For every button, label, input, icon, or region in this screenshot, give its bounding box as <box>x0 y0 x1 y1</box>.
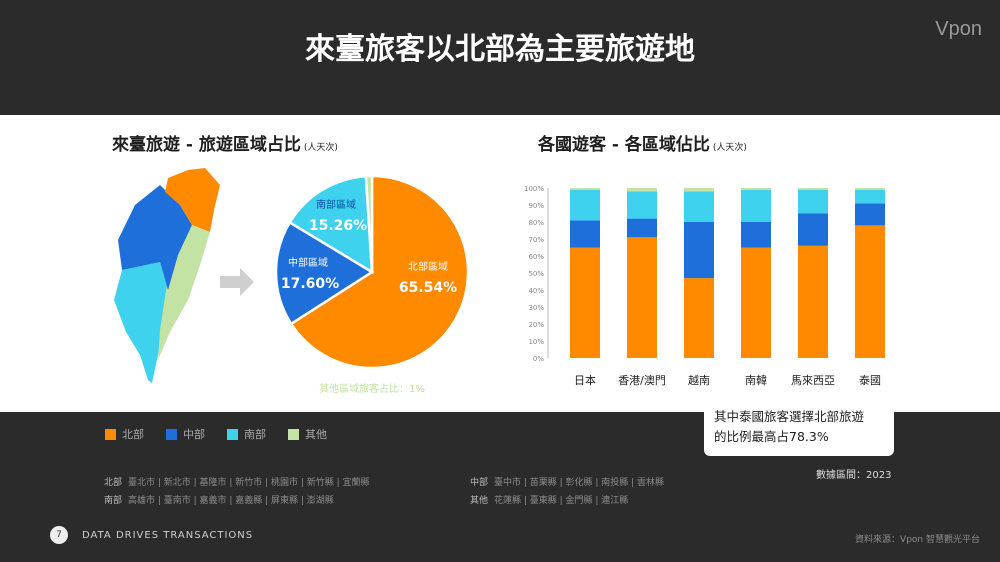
region-label-central: 中部 <box>470 478 489 488</box>
pie-slice-value: 15.26% <box>309 218 367 234</box>
legend-label: 中部 <box>183 428 205 441</box>
region-row-north: 北部 臺北市 | 新北市 | 基隆市 | 新竹市 | 桃園市 | 新竹縣 | 宜蘭… <box>104 474 370 492</box>
legend: 北部 中部 南部 其他 <box>105 426 327 442</box>
region-cities-north: 臺北市 | 新北市 | 基隆市 | 新竹市 | 桃園市 | 新竹縣 | 宜蘭縣 <box>128 478 370 488</box>
right-chart-title: 各國遊客 - 各區域佔比 (人天次) <box>538 130 747 155</box>
region-row-south: 南部 高雄市 | 臺南市 | 嘉義市 | 嘉義縣 | 屏東縣 | 澎湖縣 <box>104 492 370 510</box>
left-chart-title: 來臺旅遊 - 旅遊區域占比 (人天次) <box>112 130 338 155</box>
x-tick-label: 越南 <box>688 373 710 387</box>
bar-segment-其他 <box>798 188 828 190</box>
y-tick-label: 60% <box>528 253 544 261</box>
callout-line-2: 的比例最高占78.3% <box>714 429 829 444</box>
bar-segment-北部 <box>570 247 600 358</box>
x-tick-label: 泰國 <box>859 373 881 387</box>
region-list-right: 中部 臺中市 | 苗栗縣 | 彰化縣 | 南投縣 | 雲林縣 其他 花蓮縣 | 臺東… <box>470 474 664 510</box>
pie-slice-name: 南部區域 <box>316 198 356 211</box>
x-tick-label: 南韓 <box>745 374 767 387</box>
brand-logo: Vpon <box>935 18 982 40</box>
y-tick-label: 90% <box>528 202 544 210</box>
pie-other-note: 其他區域旅客占比：1% <box>319 382 425 395</box>
bar-segment-北部 <box>627 237 657 358</box>
bar-segment-北部 <box>855 225 885 358</box>
bar-segment-中部 <box>798 213 828 246</box>
y-tick-label: 50% <box>528 270 544 278</box>
bar-segment-其他 <box>627 188 657 192</box>
bar-segment-中部 <box>684 222 714 279</box>
legend-item-south: 南部 <box>227 426 266 442</box>
y-tick-label: 80% <box>528 219 544 227</box>
region-list-left: 北部 臺北市 | 新北市 | 基隆市 | 新竹市 | 桃園市 | 新竹縣 | 宜蘭… <box>104 474 370 510</box>
page-number: 7 <box>50 526 68 544</box>
region-row-central: 中部 臺中市 | 苗栗縣 | 彰化縣 | 南投縣 | 雲林縣 <box>470 474 664 492</box>
y-tick-label: 30% <box>528 304 544 312</box>
left-chart-title-text: 來臺旅遊 - 旅遊區域占比 <box>112 135 301 155</box>
bar-segment-中部 <box>570 220 600 248</box>
bar-segment-北部 <box>741 247 771 358</box>
left-chart-unit: (人天次) <box>303 143 338 153</box>
region-row-other: 其他 花蓮縣 | 臺東縣 | 金門縣 | 連江縣 <box>470 492 664 510</box>
region-cities-other: 花蓮縣 | 臺東縣 | 金門縣 | 連江縣 <box>494 496 629 506</box>
x-tick-label: 香港/澳門 <box>618 374 666 387</box>
y-tick-label: 100% <box>524 185 544 193</box>
data-period: 數據區間：2023 <box>816 470 892 481</box>
thailand-callout: 其中泰國旅客選擇北部旅遊 的比例最高占78.3% <box>704 398 894 456</box>
y-tick-label: 0% <box>533 355 544 363</box>
legend-swatch <box>166 428 177 440</box>
x-tick-label: 馬來西亞 <box>791 374 835 387</box>
legend-swatch <box>288 428 299 440</box>
bar-segment-南部 <box>741 189 771 222</box>
pie-slice-name: 北部區域 <box>408 260 448 273</box>
pie-slice-2 <box>274 220 375 326</box>
legend-label: 北部 <box>122 428 144 441</box>
y-tick-label: 70% <box>528 236 544 244</box>
legend-item-north: 北部 <box>105 426 144 442</box>
bar-segment-南部 <box>798 189 828 214</box>
x-tick-label: 日本 <box>574 373 596 387</box>
legend-swatch <box>105 428 116 440</box>
right-chart-unit: (人天次) <box>712 143 747 153</box>
data-source: 資料來源：Vpon 智慧觀光平台 <box>855 535 980 545</box>
bar-segment-南部 <box>627 191 657 219</box>
legend-item-central: 中部 <box>166 426 205 442</box>
pie-slice-1 <box>289 174 470 370</box>
footer-tagline: DATA DRIVES TRANSACTIONS <box>82 530 254 541</box>
region-cities-central: 臺中市 | 苗栗縣 | 彰化縣 | 南投縣 | 雲林縣 <box>494 478 665 488</box>
bar-segment-北部 <box>798 245 828 358</box>
bar-segment-南部 <box>570 189 600 221</box>
bar-segment-北部 <box>684 278 714 358</box>
page-title: 來臺旅客以北部為主要旅遊地 <box>305 32 695 67</box>
bar-segment-南部 <box>684 191 714 222</box>
y-tick-label: 10% <box>528 338 544 346</box>
header: 來臺旅客以北部為主要旅遊地 Vpon <box>0 0 1000 115</box>
bar-segment-其他 <box>684 188 714 192</box>
region-label-other: 其他 <box>470 496 489 506</box>
right-chart-title-text: 各國遊客 - 各區域佔比 <box>538 135 710 155</box>
bar-segment-中部 <box>741 222 771 248</box>
legend-label: 其他 <box>305 428 327 441</box>
pie-slice-name: 中部區域 <box>288 256 328 269</box>
bar-segment-其他 <box>741 188 771 190</box>
legend-label: 南部 <box>244 428 266 441</box>
bar-segment-其他 <box>570 188 600 190</box>
region-label-south: 南部 <box>104 496 123 506</box>
region-label-north: 北部 <box>104 478 123 488</box>
bar-segment-中部 <box>855 203 885 226</box>
pie-slice-value: 65.54% <box>399 280 457 296</box>
pie-slice-4 <box>364 174 374 273</box>
pie-slice-3 <box>288 174 374 275</box>
y-tick-label: 40% <box>528 287 544 295</box>
callout-pointer <box>861 389 873 398</box>
bar-segment-南部 <box>855 189 885 204</box>
legend-swatch <box>227 428 238 440</box>
bar-segment-其他 <box>855 188 885 190</box>
bar-segment-中部 <box>627 218 657 238</box>
callout-line-1: 其中泰國旅客選擇北部旅遊 <box>714 409 865 424</box>
pie-slice-value: 17.60% <box>281 276 339 292</box>
y-tick-label: 20% <box>528 321 544 329</box>
legend-item-other: 其他 <box>288 426 327 442</box>
region-cities-south: 高雄市 | 臺南市 | 嘉義市 | 嘉義縣 | 屏東縣 | 澎湖縣 <box>128 496 334 506</box>
